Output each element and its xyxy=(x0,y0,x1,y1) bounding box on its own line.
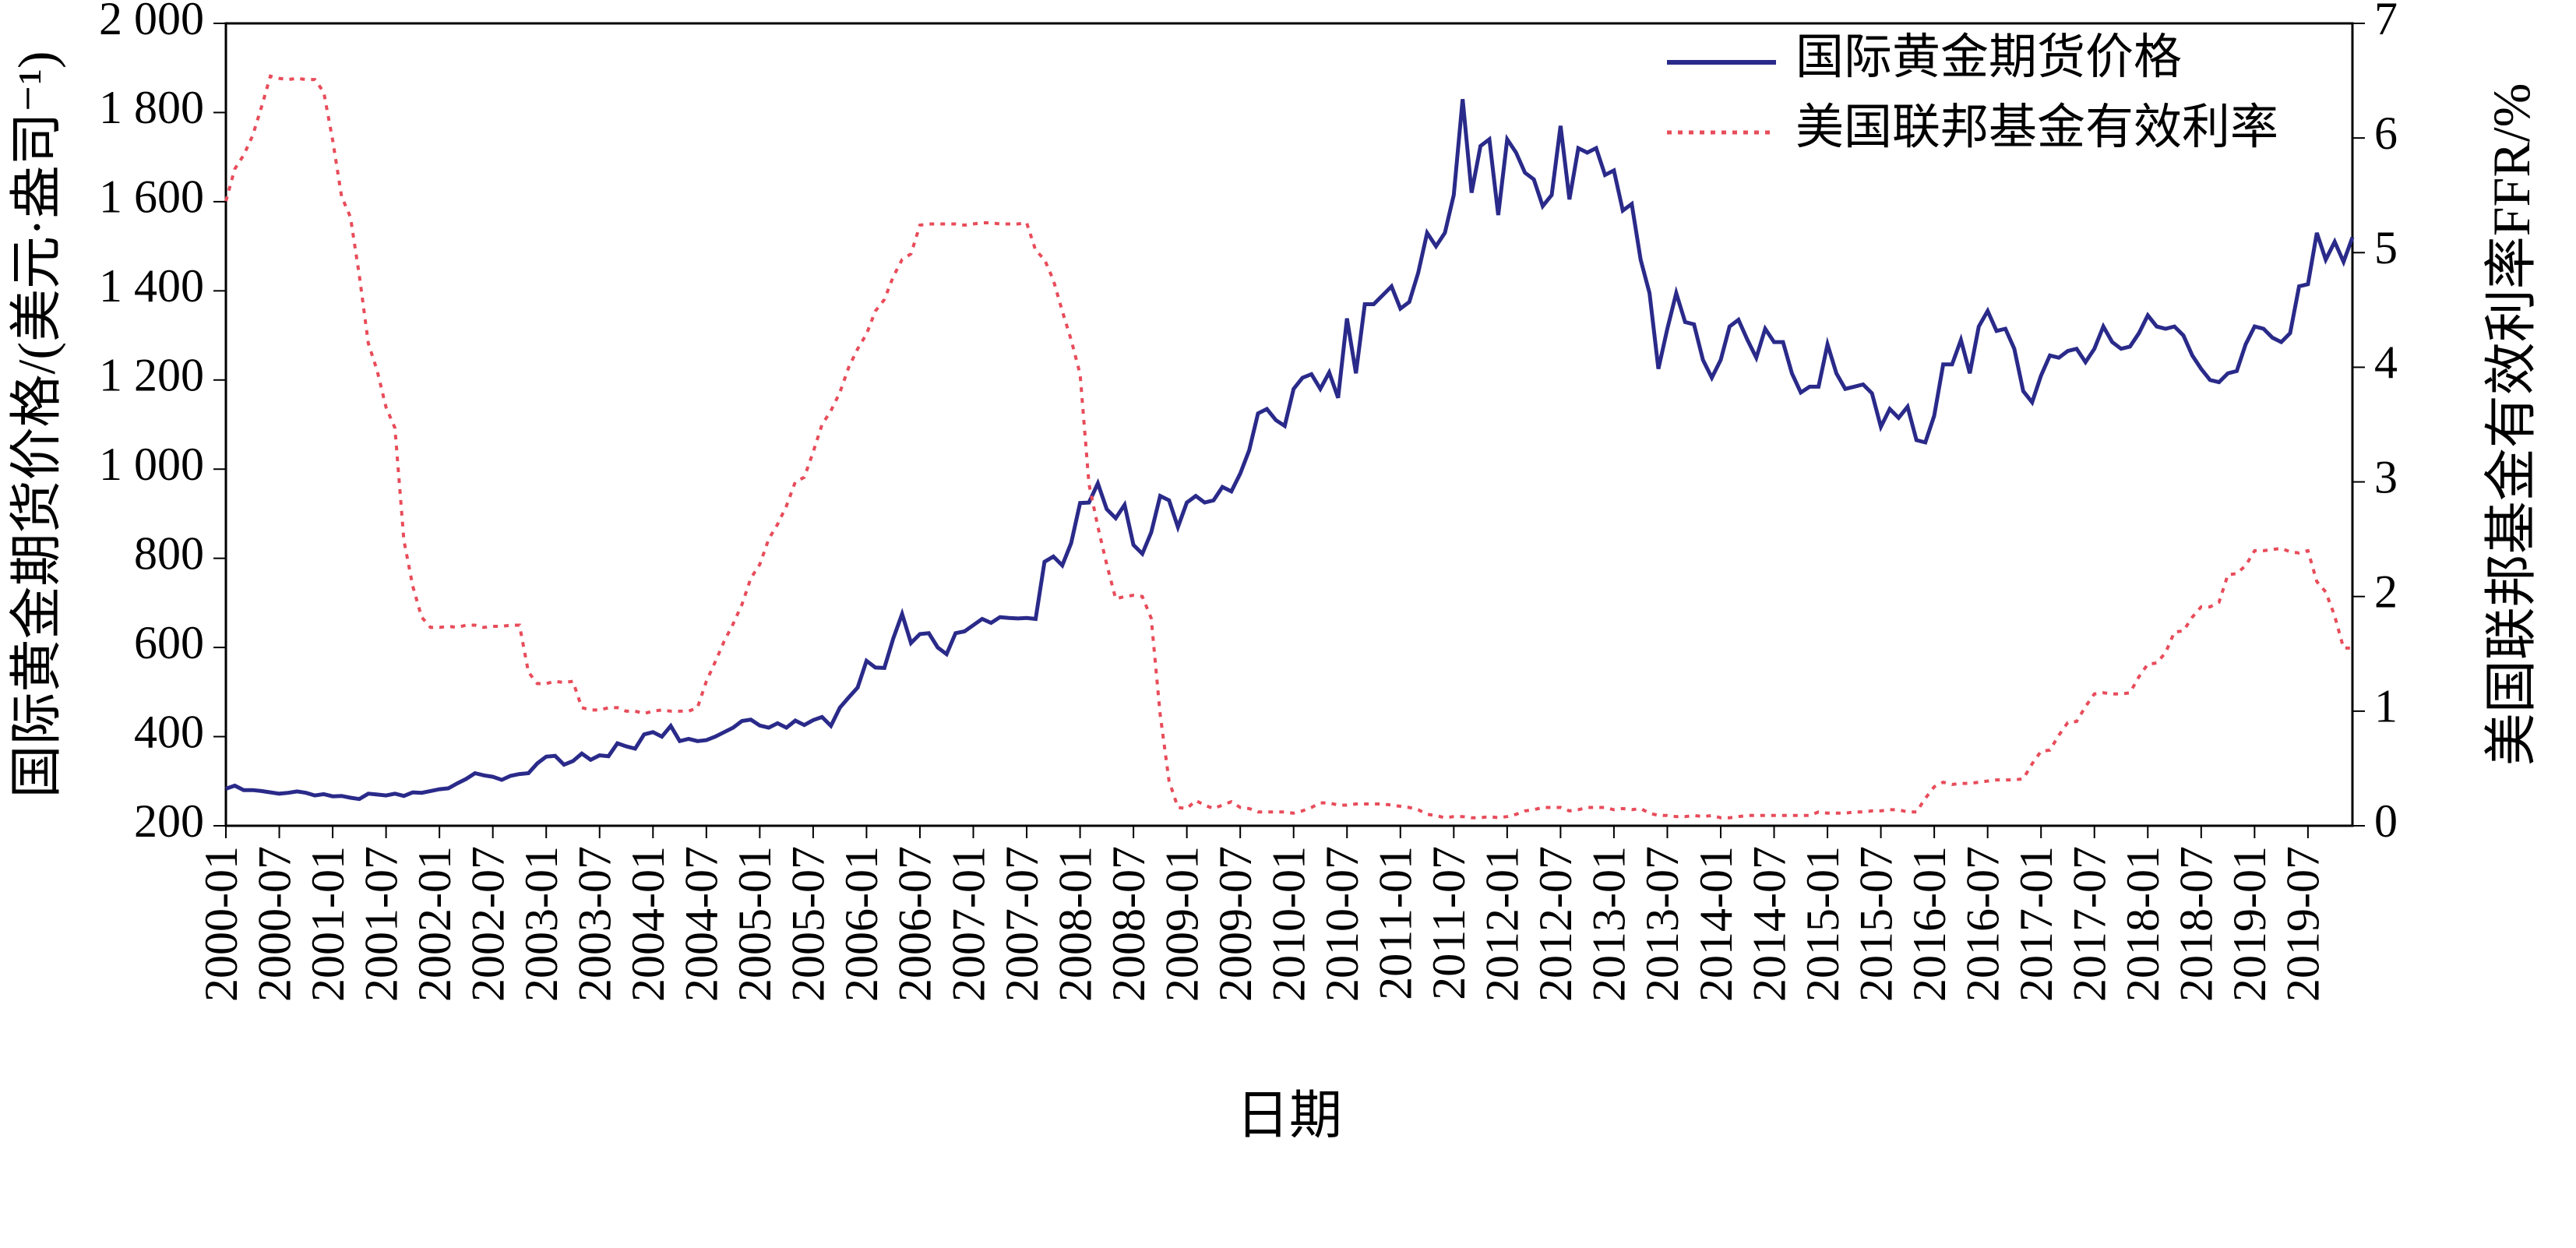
x-tick-label: 2004-01 xyxy=(622,846,674,1002)
y-left-tick-label: 1 000 xyxy=(99,439,204,490)
x-tick-label: 2008-07 xyxy=(1103,846,1154,1002)
y-right-title: 美国联邦基金有效利率FFR/% xyxy=(2482,83,2541,767)
x-tick-label: 2015-07 xyxy=(1850,846,1901,1002)
x-tick-label: 2005-01 xyxy=(729,846,781,1002)
y-left-tick-label: 800 xyxy=(134,527,204,579)
x-tick-label: 2012-07 xyxy=(1530,846,1581,1002)
x-tick-label: 2010-01 xyxy=(1263,846,1314,1002)
series-ffr xyxy=(226,76,2352,818)
x-tick-label: 2015-01 xyxy=(1797,846,1848,1002)
x-tick-label: 2003-07 xyxy=(569,846,621,1002)
y-right-tick-label: 0 xyxy=(2374,795,2398,847)
y-right-tick-label: 5 xyxy=(2374,222,2398,273)
y-right-tick-label: 4 xyxy=(2374,337,2398,388)
x-tick-label: 2009-07 xyxy=(1210,846,1261,1002)
x-tick-label: 2013-01 xyxy=(1584,846,1635,1002)
y-left-tick-label: 1 200 xyxy=(99,350,204,401)
x-tick-label: 2011-01 xyxy=(1370,846,1422,1000)
x-tick-label: 2019-07 xyxy=(2278,846,2329,1002)
x-tick-label: 2004-07 xyxy=(676,846,728,1002)
x-tick-label: 2011-07 xyxy=(1423,846,1475,1000)
x-tick-label: 2001-01 xyxy=(302,846,354,1002)
y-right-tick-label: 1 xyxy=(2374,681,2398,732)
x-tick-label: 2005-07 xyxy=(783,846,834,1002)
x-tick-label: 2017-01 xyxy=(2010,846,2062,1002)
x-tick-label: 2016-07 xyxy=(1957,846,2008,1002)
x-tick-label: 2007-07 xyxy=(996,846,1048,1002)
x-tick-label: 2000-01 xyxy=(196,846,247,1002)
legend-label: 美国联邦基金有效利率 xyxy=(1795,101,2278,154)
x-title: 日期 xyxy=(1236,1086,1342,1145)
x-tick-label: 2010-07 xyxy=(1316,846,1368,1002)
chart-container: 200 400 600 800 1 000 1 200 1 400 1 600 1 800 2 0… xyxy=(0,0,2576,1248)
x-tick-label: 2002-01 xyxy=(409,846,460,1002)
y-left-tick-label: 1 800 xyxy=(99,82,204,133)
x-tick-label: 2014-01 xyxy=(1690,846,1742,1002)
x-tick-label: 2006-07 xyxy=(890,846,941,1002)
x-tick-label: 2019-01 xyxy=(2224,846,2275,1002)
x-tick-label: 2017-07 xyxy=(2064,846,2116,1002)
x-tick-label: 2018-01 xyxy=(2117,846,2169,1002)
y-right-tick-label: 2 xyxy=(2374,566,2398,617)
x-tick-label: 2000-07 xyxy=(248,846,300,1002)
x-tick-label: 2009-01 xyxy=(1156,846,1207,1002)
x-tick-label: 2012-01 xyxy=(1477,846,1528,1002)
y-left-tick-label: 400 xyxy=(134,706,204,757)
y-left-tick-label: 600 xyxy=(134,617,204,668)
x-tick-label: 2003-01 xyxy=(516,846,567,1002)
y-right-tick-label: 7 xyxy=(2374,0,2398,44)
y-left-tick-label: 1 600 xyxy=(99,171,204,223)
y-left-tick-label: 200 xyxy=(134,795,204,847)
legend-label: 国际黄金期货价格 xyxy=(1795,31,2182,84)
series-gold xyxy=(226,99,2352,799)
x-tick-label: 2016-01 xyxy=(1904,846,1955,1002)
y-right-tick-label: 3 xyxy=(2374,451,2398,502)
y-right-tick-label: 6 xyxy=(2374,108,2398,159)
y-left-tick-label: 2 000 xyxy=(99,0,204,44)
x-tick-label: 2018-07 xyxy=(2171,846,2222,1002)
x-tick-label: 2013-07 xyxy=(1637,846,1688,1002)
x-tick-label: 2006-01 xyxy=(836,846,887,1002)
x-tick-label: 2002-07 xyxy=(462,846,513,1002)
y-left-title: 国际黄金期货价格/(美元·盎司⁻¹) xyxy=(7,51,66,798)
x-tick-label: 2001-07 xyxy=(355,846,407,1002)
y-left-tick-label: 1 400 xyxy=(99,260,204,312)
x-tick-label: 2007-01 xyxy=(943,846,994,1002)
x-tick-label: 2014-07 xyxy=(1743,846,1795,1002)
chart-svg: 200 400 600 800 1 000 1 200 1 400 1 600 1 800 2 0… xyxy=(0,0,2576,1248)
x-tick-label: 2008-01 xyxy=(1049,846,1101,1002)
